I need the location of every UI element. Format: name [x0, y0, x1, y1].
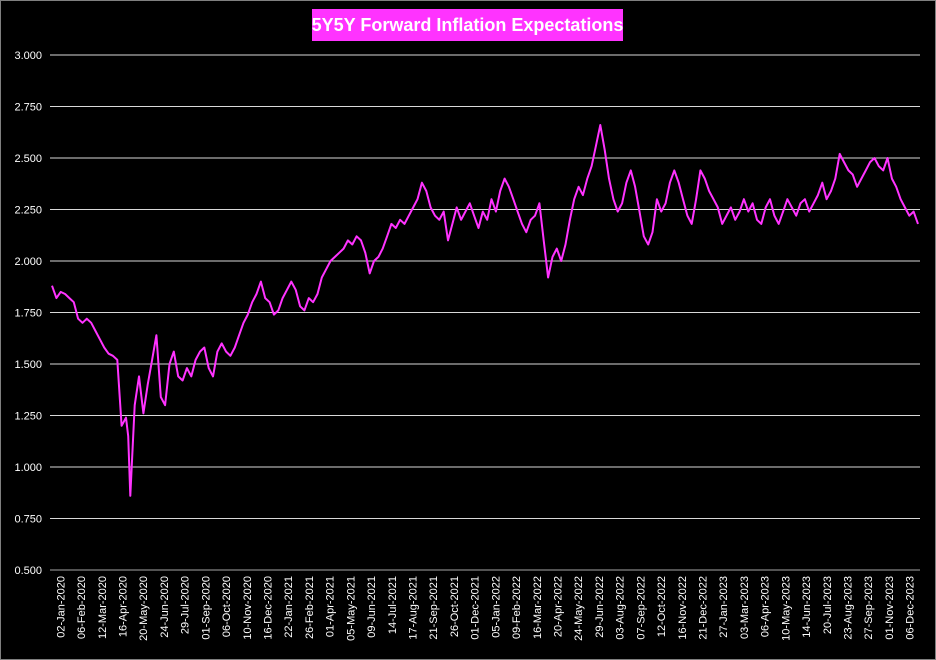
x-tick-label: 05-Jan-2022: [490, 576, 502, 638]
x-tick-label: 16-Dec-2020: [263, 576, 275, 640]
x-tick-label: 01-Nov-2023: [884, 576, 896, 640]
x-tick-label: 24-Jun-2020: [159, 576, 171, 638]
y-tick-label: 2.500: [14, 153, 42, 165]
chart-title-box: 5Y5Y Forward Inflation Expectations: [312, 9, 623, 41]
x-tick-label: 17-Aug-2021: [408, 576, 420, 640]
x-tick-label: 27-Sep-2023: [863, 576, 875, 640]
x-tick-label: 20-May-2020: [138, 576, 150, 641]
x-tick-label: 10-May-2023: [780, 576, 792, 641]
x-tick-label: 01-Dec-2021: [470, 576, 482, 640]
series-line: [51, 124, 919, 497]
y-tick-label: 2.250: [14, 205, 42, 217]
x-tick-label: 26-Oct-2021: [449, 576, 461, 637]
x-tick-label: 03-Mar-2023: [739, 576, 751, 639]
x-tick-label: 09-Feb-2022: [511, 576, 523, 639]
y-tick-label: 0.500: [14, 565, 42, 577]
x-tick-label: 22-Jan-2021: [283, 576, 295, 638]
x-tick-label: 09-Jun-2021: [366, 576, 378, 638]
x-tick-label: 10-Nov-2020: [242, 576, 254, 640]
y-tick-label: 1.750: [14, 308, 42, 320]
x-tick-label: 01-Apr-2021: [325, 576, 337, 637]
x-tick-label: 27-Jan-2023: [718, 576, 730, 638]
x-tick-label: 06-Feb-2020: [76, 576, 88, 639]
x-tick-label: 26-Feb-2021: [304, 576, 316, 639]
x-tick-label: 29-Jun-2022: [594, 576, 606, 638]
x-tick-label: 06-Apr-2023: [760, 576, 772, 637]
x-tick-label: 01-Sep-2020: [200, 576, 212, 640]
y-tick-label: 2.000: [14, 256, 42, 268]
x-tick-label: 12-Mar-2020: [97, 576, 109, 639]
x-tick-label: 20-Jul-2023: [822, 576, 834, 634]
x-tick-label: 14-Jul-2021: [387, 576, 399, 634]
x-tick-label: 20-Apr-2022: [553, 576, 565, 637]
x-tick-label: 24-May-2022: [573, 576, 585, 641]
y-tick-label: 1.500: [14, 359, 42, 371]
x-tick-label: 21-Sep-2021: [428, 576, 440, 640]
x-tick-label: 29-Jul-2020: [180, 576, 192, 634]
x-tick-label: 16-Mar-2022: [532, 576, 544, 639]
x-tick-label: 03-Aug-2022: [615, 576, 627, 640]
x-tick-label: 16-Nov-2022: [677, 576, 689, 640]
x-tick-label: 06-Oct-2020: [221, 576, 233, 637]
x-tick-label: 23-Aug-2023: [843, 576, 855, 640]
x-tick-label: 16-Apr-2020: [118, 576, 130, 637]
y-tick-label: 1.250: [14, 411, 42, 423]
x-tick-label: 12-Oct-2022: [656, 576, 668, 637]
x-tick-label: 05-May-2021: [345, 576, 357, 641]
y-tick-label: 0.750: [14, 514, 42, 526]
x-tick-label: 14-Jun-2023: [801, 576, 813, 638]
chart-title: 5Y5Y Forward Inflation Expectations: [311, 14, 624, 35]
y-tick-label: 3.000: [14, 50, 42, 62]
x-tick-label: 02-Jan-2020: [55, 576, 67, 638]
x-tick-label: 07-Sep-2022: [635, 576, 647, 640]
y-tick-label: 2.750: [14, 102, 42, 114]
x-tick-label: 06-Dec-2023: [905, 576, 917, 640]
y-tick-label: 1.000: [14, 462, 42, 474]
x-tick-label: 21-Dec-2022: [698, 576, 710, 640]
